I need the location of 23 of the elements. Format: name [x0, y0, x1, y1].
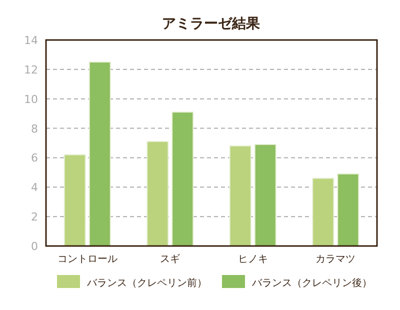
bar [88, 62, 111, 246]
y-tick-label: 14 [24, 34, 38, 47]
bar [229, 145, 252, 246]
legend-label: バランス（クレペリン前） [86, 277, 207, 289]
bar [172, 112, 194, 246]
bar [337, 173, 360, 246]
x-tick-label: ヒノキ [238, 254, 268, 265]
y-tick-label: 10 [24, 92, 38, 106]
y-tick-label: 8 [31, 122, 38, 136]
bar [254, 144, 276, 246]
x-tick-label: スギ [160, 253, 180, 265]
chart-title: アミラーゼ結果 [162, 16, 261, 32]
y-tick-label: 0 [31, 240, 38, 253]
x-tick-label: コントロール [57, 254, 118, 265]
y-tick-label: 4 [31, 181, 38, 194]
bar [146, 141, 169, 246]
bar [312, 178, 334, 246]
y-tick-label: 2 [31, 210, 38, 224]
bar [64, 154, 86, 246]
x-tick-label: カラマツ [316, 254, 356, 265]
y-tick-label: 12 [24, 63, 38, 76]
y-tick-label: 6 [31, 152, 38, 165]
legend-label: バランス（クレペリン後） [251, 277, 372, 289]
